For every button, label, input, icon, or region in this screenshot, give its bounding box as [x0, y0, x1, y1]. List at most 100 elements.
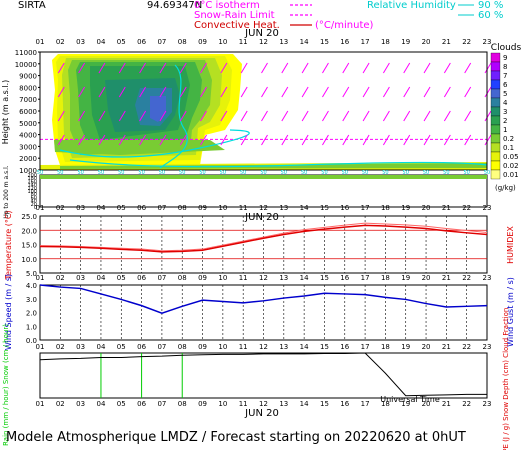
wind-arrow: [98, 110, 106, 122]
y-tick-label: 15.0: [21, 242, 37, 250]
y-axis-label: Up to 200 m a.s.l.: [3, 165, 10, 218]
wind-arrow: [179, 110, 187, 122]
humidity-marker: 50: [118, 170, 124, 176]
wind-arrow: [200, 110, 207, 122]
humidity-marker: 50: [138, 170, 144, 176]
wind-arrow: [200, 134, 207, 146]
wind-arrow: [322, 134, 329, 146]
hour-tick-label: 05: [117, 38, 126, 46]
hour-tick-label: 16: [340, 343, 349, 351]
humidity-marker: 50: [159, 170, 165, 176]
wind-arrow: [139, 110, 147, 122]
y-tick-label: 4000: [19, 132, 37, 140]
wind-arrow: [281, 86, 289, 98]
date-label: JUN 20: [244, 408, 279, 419]
hour-tick-label: 12: [259, 400, 268, 408]
wind-arrow: [220, 86, 228, 98]
wind-arrow: [301, 134, 309, 146]
y-tick-label: 0: [34, 205, 37, 211]
hour-tick-label: 19: [401, 38, 410, 46]
y-axis-label-right: Wind Gust (m / s): [506, 277, 515, 347]
hour-tick-label: 16: [340, 400, 349, 408]
wind-arrow: [403, 86, 411, 98]
hour-tick-label: 07: [157, 38, 166, 46]
wind-arrow: [443, 134, 451, 146]
hour-tick-label: 19: [401, 343, 410, 351]
hour-tick-label: 13: [279, 343, 288, 351]
hour-tick-label: 10: [218, 274, 227, 282]
hour-tick-label: 22: [462, 274, 471, 282]
hour-tick-label: 11: [239, 38, 248, 46]
hour-tick-label: 10: [218, 38, 227, 46]
wind-arrow: [200, 62, 207, 74]
hour-tick-label: 19: [401, 204, 410, 212]
hour-tick-label: 21: [442, 343, 451, 351]
hour-tick-label: 08: [178, 274, 187, 282]
hour-tick-label: 21: [442, 274, 451, 282]
wind-arrow: [78, 110, 86, 122]
y-tick-label: 200: [27, 173, 37, 179]
cloud-fraction-line: [39, 352, 487, 397]
hour-tick-label: 04: [96, 400, 105, 408]
hour-tick-label: 04: [96, 343, 105, 351]
colorbar-label: 7: [503, 72, 507, 80]
wind-arrow: [443, 62, 451, 74]
wind-arrow: [159, 86, 167, 98]
wind-arrow: [179, 134, 187, 146]
hour-tick-label: 01: [36, 38, 45, 46]
site-coordinate: 94.69347N: [147, 0, 202, 11]
humidity-marker: 50: [362, 170, 368, 176]
wind-arrow: [464, 134, 472, 146]
wind-arrow: [57, 86, 65, 98]
hour-tick-label: 14: [300, 343, 309, 351]
wind-arrow: [159, 62, 167, 74]
hour-tick-label: 08: [178, 204, 187, 212]
colorbar-swatch: [490, 142, 501, 153]
hour-tick-label: 02: [56, 400, 65, 408]
convective-unit: (°C/minute): [315, 20, 374, 31]
precip-panel: Rain (mm / hour) Snow (cm / hour) CAPE (J…: [2, 308, 510, 450]
humidity-marker: 50: [443, 170, 449, 176]
plot-frame: [39, 352, 488, 399]
wind-arrow: [362, 62, 370, 74]
wind-arrow: [240, 86, 248, 98]
hour-tick-label: 20: [422, 38, 431, 46]
wind-arrow: [57, 134, 65, 146]
y-tick-label: 40: [31, 199, 37, 205]
plot-frame: [39, 284, 488, 341]
y-axis-label: Temperature (°C): [4, 210, 13, 280]
y-tick-label: 100: [27, 189, 37, 195]
cloud-panel: 01 02 03 04 05 06 07 08 09 10 11 12 13 14 15 16 17 18 19 20…: [1, 28, 522, 223]
wind-arrow: [423, 134, 431, 146]
wind-arrow: [484, 110, 492, 122]
hour-tick-label: 21: [442, 400, 451, 408]
date-label: JUN 20: [244, 28, 279, 39]
humidity-marker: 50: [382, 170, 388, 176]
hour-tick-label: 15: [320, 343, 329, 351]
hour-tick-label: 11: [239, 274, 248, 282]
wind-arrow: [464, 110, 472, 122]
wind-arrow: [261, 110, 268, 122]
y-tick-label: 25.0: [21, 213, 37, 221]
y-tick-label: 10000: [15, 61, 37, 69]
hour-tick-label: 02: [56, 204, 65, 212]
hour-tick-label: 23: [483, 343, 492, 351]
hour-tick-label: 04: [96, 38, 105, 46]
hour-tick-label: 02: [56, 343, 65, 351]
colorbar-swatch: [490, 106, 501, 117]
hour-tick-label: 09: [198, 274, 207, 282]
hour-tick-label: 19: [401, 400, 410, 408]
hour-tick-label: 15: [320, 38, 329, 46]
humidity-marker: 50: [281, 170, 287, 176]
colorbar-label: 3: [503, 108, 507, 116]
humidity-marker: 50: [463, 170, 469, 176]
wind-arrow: [98, 134, 106, 146]
wind-arrow: [342, 62, 350, 74]
wind-arrow: [261, 86, 268, 98]
colorbar-swatch: [490, 151, 501, 162]
wind-arrow: [98, 62, 106, 74]
wind-arrow: [342, 134, 350, 146]
colorbar-label: 1: [503, 126, 507, 134]
hour-tick-label: 16: [340, 274, 349, 282]
